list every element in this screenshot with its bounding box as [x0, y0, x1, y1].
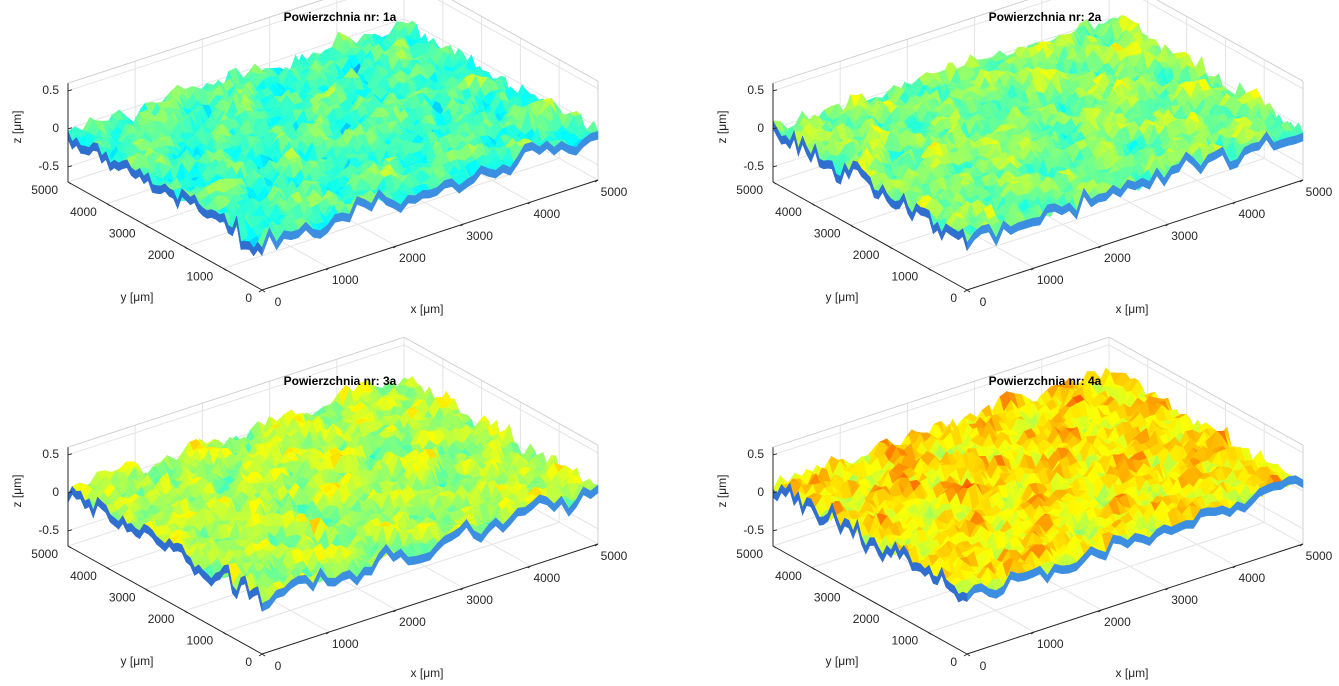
x-axis-label: x [μm]: [411, 302, 444, 316]
y-tick-label: 5000: [31, 183, 58, 197]
surface-skirt: [819, 159, 823, 169]
y-tick-label: 5000: [736, 183, 763, 197]
y-tick-label: 3000: [814, 226, 841, 240]
surface-skirt: [245, 241, 249, 249]
z-tick-label: 0: [52, 121, 59, 135]
x-tick: [964, 290, 967, 292]
y-tick-label: 1000: [186, 270, 213, 284]
x-tick-label: 5000: [601, 185, 628, 199]
surface-skirt: [1288, 136, 1295, 146]
z-tick: [773, 166, 777, 167]
y-tick-label: 3000: [109, 226, 136, 240]
x-tick-label: 3000: [1171, 229, 1198, 243]
surface-skirt: [525, 142, 532, 152]
z-tick-label: 0.5: [747, 83, 764, 97]
x-tick-label: 0: [275, 295, 282, 309]
surface-skirt: [81, 145, 85, 154]
z-axis-label: z [μm]: [10, 111, 24, 144]
y-axis-label: y [μm]: [121, 290, 154, 304]
y-axis-label: y [μm]: [826, 290, 859, 304]
surface-skirt: [335, 213, 342, 223]
z-tick-label: 0: [757, 121, 764, 135]
y-tick: [967, 290, 970, 292]
surface-skirt: [1047, 203, 1054, 212]
surface-skirt: [152, 185, 156, 194]
x-tick-label: 4000: [1238, 207, 1265, 221]
z-tick: [68, 90, 72, 91]
y-tick-label: 0: [245, 291, 252, 305]
surface-skirt: [828, 160, 832, 169]
surface-skirt: [895, 200, 899, 209]
x-tick-label: 2000: [399, 251, 426, 265]
x-tick-label: 1000: [332, 273, 359, 287]
surface-skirt: [342, 213, 349, 222]
surface-skirt: [211, 210, 215, 220]
surface-skirt: [781, 135, 785, 144]
surface-skirt: [1098, 193, 1105, 202]
surface-skirt: [874, 190, 878, 200]
chart-title: Powierzchnia nr: 2a: [989, 10, 1102, 24]
y-tick-label: 2000: [148, 248, 175, 262]
subplot: 0100020003000400050000100020003000400050…: [10, 337, 627, 680]
surface-skirt: [85, 146, 89, 155]
z-axis-label: z [μm]: [715, 111, 729, 144]
y-tick-label: 0: [950, 291, 957, 305]
surface-skirt: [1252, 142, 1259, 152]
surface-skirt: [241, 241, 245, 249]
x-tick-label: 3000: [466, 229, 493, 243]
surface-skirt: [1033, 217, 1040, 226]
surface-skirt: [157, 186, 161, 194]
surface-skirt: [445, 179, 452, 189]
z-tick: [773, 90, 777, 91]
y-tick-label: 4000: [775, 205, 802, 219]
surface-skirt: [169, 188, 173, 198]
surface-skirt: [220, 213, 224, 222]
z-tick: [68, 166, 72, 167]
subplot: 0 1000 2000 3000 4000 5000 0 1000 2000 3000 4000 50…: [10, 0, 627, 316]
surface-skirt: [313, 229, 320, 238]
y-tick-label: 1000: [891, 270, 918, 284]
x-tick-label: 2000: [1104, 251, 1131, 265]
x-tick: [259, 290, 262, 292]
y-tick-label: 2000: [853, 248, 880, 262]
x-tick-label: 5000: [1306, 185, 1333, 199]
surface-skirt: [824, 160, 828, 169]
chart-title: Powierzchnia nr: 1a: [284, 10, 397, 24]
surface-skirt: [853, 161, 857, 170]
x-tick-label: 4000: [533, 207, 560, 221]
x-tick-label: 0: [980, 295, 987, 309]
z-tick-label: -0.5: [38, 159, 59, 173]
surface-skirt: [591, 131, 598, 141]
z-tick: [68, 128, 72, 129]
surface-skirt: [488, 169, 495, 179]
x-axis-label: x [μm]: [1116, 302, 1149, 316]
surface-skirt: [569, 145, 576, 155]
x-tick-label: 1000: [1037, 273, 1064, 287]
y-tick-label: 4000: [70, 205, 97, 219]
surface-skirt: [123, 160, 127, 169]
surface: [773, 15, 1303, 250]
surface-skirt: [93, 143, 97, 152]
y-tick: [262, 290, 265, 292]
surface: [68, 377, 598, 612]
z-tick-label: 0.5: [42, 83, 59, 97]
surface-skirt: [284, 231, 291, 240]
surface-skirt: [423, 190, 430, 198]
surface-skirt: [207, 210, 211, 219]
subplot: 0 1000 2000 3000 4000 5000 0 1000 2000 3000 4000 50…: [715, 0, 1332, 316]
surface-skirt: [982, 224, 989, 234]
surface-skirt: [921, 207, 925, 216]
z-tick-label: -0.5: [743, 159, 764, 173]
surface: [68, 21, 598, 256]
surface-skirt: [408, 195, 415, 203]
